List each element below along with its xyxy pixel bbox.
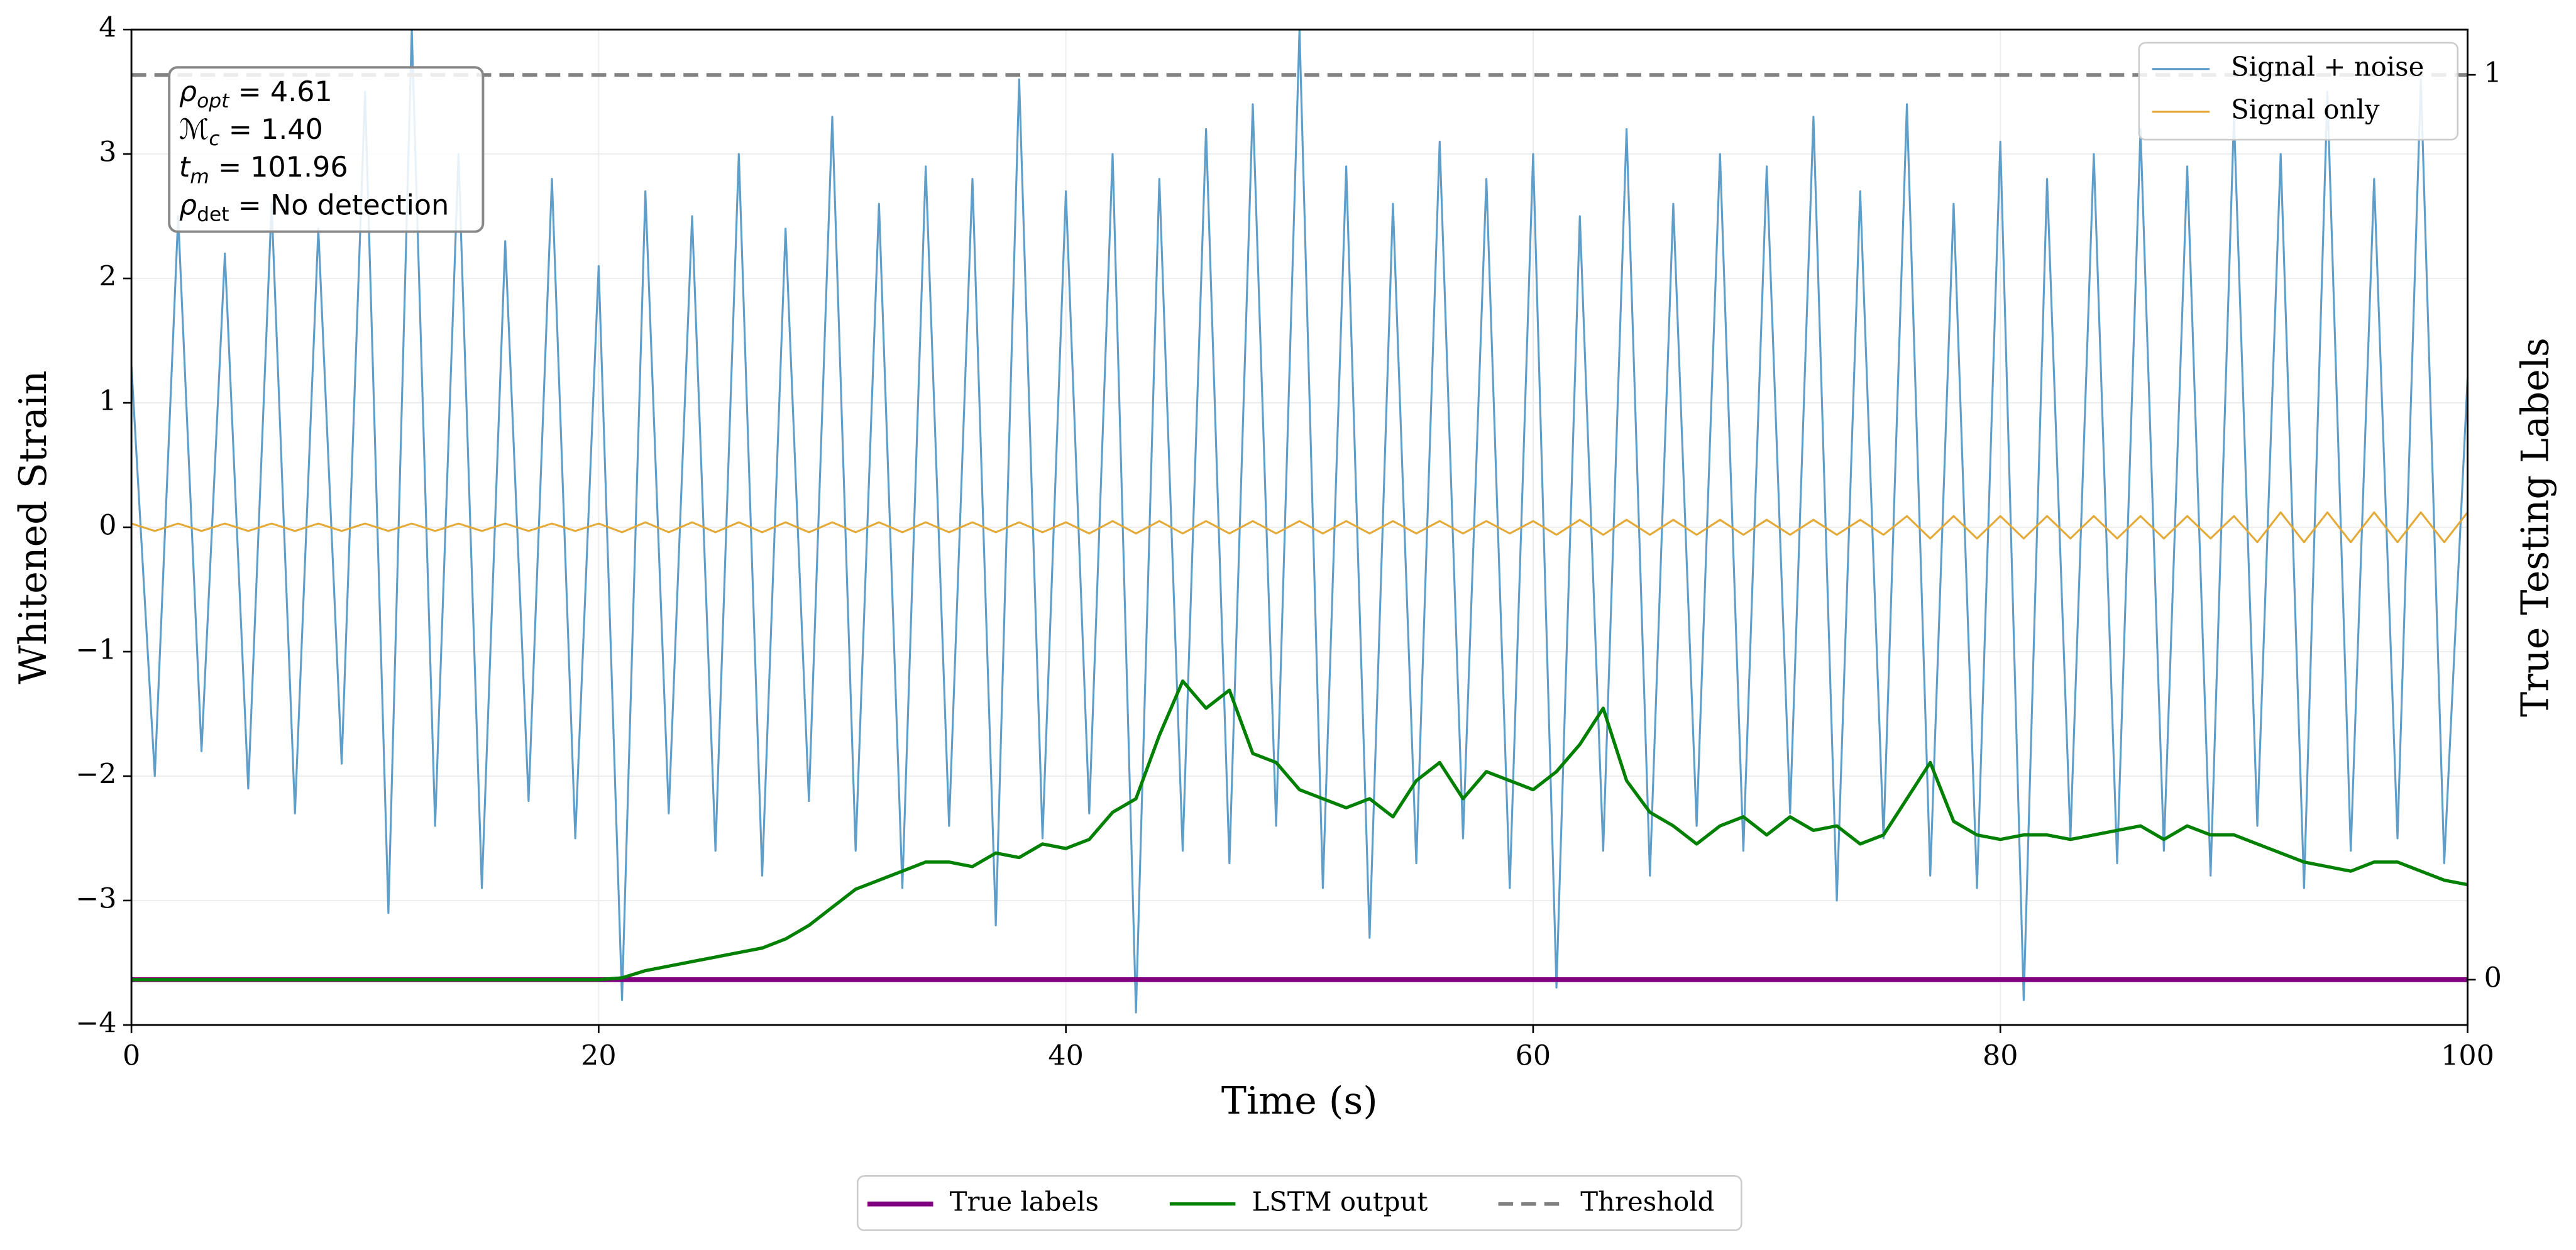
- x-tick-label: 0: [123, 1040, 140, 1072]
- legend-label: Signal + noise: [2231, 51, 2424, 82]
- x-tick-label: 100: [2441, 1040, 2494, 1072]
- x-tick-label: 60: [1516, 1040, 1551, 1072]
- annotation: tm = 101.96: [179, 151, 348, 188]
- x-tick-label: 80: [1983, 1040, 2018, 1072]
- y2-tick-label: 1: [2484, 57, 2502, 89]
- y-tick-label: 3: [99, 136, 116, 168]
- annotation-symbol: ρ: [179, 189, 197, 221]
- series-line: [131, 679, 2468, 982]
- y-tick-label: −3: [75, 882, 116, 914]
- legend-label: LSTM output: [1252, 1186, 1428, 1217]
- annotation-symbol: t: [179, 151, 191, 184]
- series-line: [131, 30, 2468, 1014]
- annotation-box: [168, 66, 485, 233]
- legend-label: True labels: [950, 1186, 1099, 1217]
- x-tick-label: 40: [1048, 1040, 1084, 1072]
- annotation-symbol: ℳ: [179, 114, 209, 146]
- y-axis-label: Whitened Strain: [11, 370, 55, 684]
- annotation-text: = 4.61: [229, 76, 332, 108]
- x-tick-label: 20: [581, 1040, 617, 1072]
- annotation-subscript: det: [197, 203, 229, 226]
- y-tick-label: 1: [99, 385, 116, 417]
- y2-axis-label: True Testing Labels: [2513, 337, 2557, 717]
- y-tick-label: −1: [75, 633, 116, 666]
- annotation-text: = No detection: [229, 189, 449, 221]
- legend-label: Signal only: [2231, 94, 2380, 124]
- annotation-symbol: ρ: [179, 76, 197, 108]
- y-tick-label: 2: [99, 261, 116, 293]
- x-axis-label: Time (s): [1221, 1079, 1378, 1123]
- legend-box: [2138, 41, 2459, 141]
- legend-box: [856, 1175, 1742, 1231]
- y2-tick-label: 0: [2484, 962, 2502, 994]
- annotation-text: = 101.96: [209, 151, 348, 184]
- series-line: [131, 511, 2468, 544]
- annotation: ρdet = No detection: [179, 189, 449, 226]
- y-tick-label: −4: [75, 1007, 116, 1039]
- annotation-subscript: c: [209, 128, 219, 150]
- y-tick-label: 0: [99, 509, 116, 541]
- annotation: ℳc = 1.40: [179, 114, 323, 150]
- annotation-subscript: m: [190, 165, 209, 188]
- y-tick-label: 4: [99, 12, 116, 44]
- annotation-subscript: opt: [197, 90, 230, 112]
- legend-label: Threshold: [1580, 1186, 1714, 1217]
- annotation: ρopt = 4.61: [179, 76, 333, 112]
- y-tick-label: −2: [75, 758, 116, 790]
- annotation-text: = 1.40: [220, 114, 323, 146]
